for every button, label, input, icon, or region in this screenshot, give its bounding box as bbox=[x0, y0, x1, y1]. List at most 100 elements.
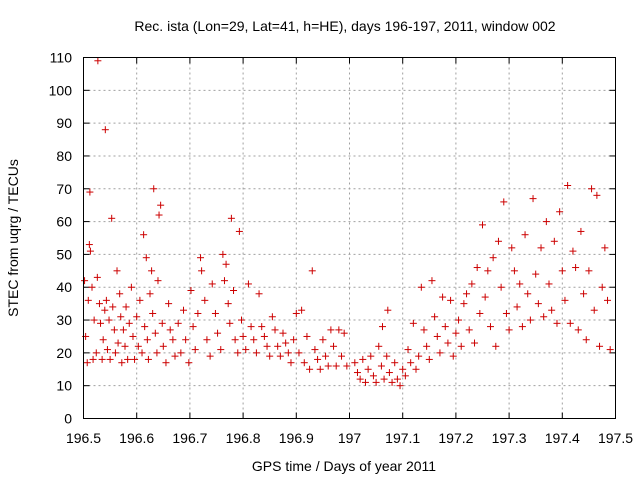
data-point bbox=[88, 283, 96, 291]
data-point bbox=[494, 237, 502, 245]
data-point bbox=[396, 382, 404, 390]
data-point bbox=[343, 362, 351, 370]
data-point bbox=[118, 359, 126, 367]
data-point bbox=[596, 342, 604, 350]
data-point bbox=[155, 211, 163, 219]
data-point bbox=[524, 290, 532, 298]
data-point bbox=[340, 329, 348, 337]
data-point bbox=[513, 303, 521, 311]
x-tick-labels: 196.5 196.6 196.7 196.8 196.9 197 197.1 197.2 19… bbox=[66, 430, 633, 446]
data-point bbox=[356, 375, 364, 383]
data-point bbox=[220, 277, 228, 285]
data-point bbox=[217, 346, 225, 354]
data-point bbox=[187, 287, 195, 295]
data-point bbox=[447, 296, 455, 304]
data-point bbox=[234, 349, 242, 357]
data-point bbox=[505, 326, 513, 334]
data-point bbox=[165, 300, 173, 308]
data-point bbox=[332, 362, 340, 370]
x-tick-label: 197.4 bbox=[545, 430, 580, 446]
data-point bbox=[81, 277, 89, 285]
data-point bbox=[279, 329, 287, 337]
data-point bbox=[98, 355, 106, 363]
data-point bbox=[134, 342, 142, 350]
data-point bbox=[84, 296, 92, 304]
data-point bbox=[219, 250, 227, 258]
plot-frame bbox=[83, 57, 616, 419]
data-point bbox=[604, 296, 612, 304]
data-point bbox=[191, 346, 199, 354]
x-tick-label: 197.3 bbox=[492, 430, 527, 446]
data-point bbox=[479, 221, 486, 229]
data-point bbox=[86, 247, 94, 255]
x-tick-label: 197 bbox=[338, 430, 362, 446]
data-point bbox=[518, 323, 526, 331]
data-point bbox=[500, 198, 508, 206]
x-tick-label: 196.7 bbox=[172, 430, 207, 446]
x-tick-label: 196.6 bbox=[119, 430, 154, 446]
x-tick-label: 197.1 bbox=[385, 430, 420, 446]
data-point bbox=[375, 342, 383, 350]
data-point bbox=[306, 365, 314, 373]
data-point bbox=[287, 359, 295, 367]
data-point bbox=[574, 326, 582, 334]
data-point bbox=[166, 326, 174, 334]
data-point bbox=[409, 319, 417, 327]
data-point bbox=[238, 316, 246, 324]
data-point bbox=[290, 336, 298, 344]
data-point bbox=[473, 264, 481, 272]
data-point bbox=[263, 342, 271, 350]
data-point bbox=[364, 365, 372, 373]
data-point bbox=[457, 342, 465, 350]
x-tick-label: 196.9 bbox=[279, 430, 314, 446]
data-point bbox=[99, 336, 107, 344]
data-point bbox=[484, 267, 492, 275]
data-point bbox=[582, 336, 590, 344]
data-point bbox=[271, 326, 279, 334]
data-point bbox=[404, 346, 412, 354]
data-point bbox=[465, 326, 473, 334]
data-point bbox=[463, 290, 471, 298]
data-point bbox=[177, 349, 185, 357]
data-point bbox=[598, 283, 606, 291]
data-point bbox=[372, 378, 380, 386]
data-point bbox=[153, 349, 161, 357]
data-point bbox=[206, 352, 214, 360]
data-point bbox=[606, 346, 614, 354]
data-point bbox=[433, 332, 441, 340]
data-point bbox=[203, 336, 211, 344]
data-point bbox=[252, 349, 260, 357]
data-point bbox=[140, 231, 148, 239]
x-tick-label: 196.8 bbox=[226, 430, 261, 446]
data-point bbox=[148, 267, 156, 275]
data-point bbox=[510, 267, 518, 275]
data-point bbox=[102, 296, 110, 304]
data-point bbox=[292, 309, 300, 317]
data-point bbox=[136, 296, 144, 304]
data-point bbox=[89, 355, 97, 363]
data-point bbox=[226, 319, 234, 327]
data-point bbox=[585, 267, 593, 275]
y-tick-labels: 0 10 20 30 40 50 60 70 80 90 100 110 bbox=[49, 50, 73, 427]
data-point bbox=[420, 326, 428, 334]
data-point bbox=[393, 375, 401, 383]
data-point bbox=[119, 326, 127, 334]
data-point bbox=[239, 332, 247, 340]
data-point bbox=[110, 326, 118, 334]
data-point bbox=[142, 254, 150, 262]
data-point bbox=[316, 365, 324, 373]
data-point bbox=[417, 283, 425, 291]
data-point bbox=[542, 218, 550, 226]
data-point bbox=[489, 254, 497, 262]
data-point bbox=[255, 290, 263, 298]
data-point bbox=[385, 369, 393, 377]
data-point bbox=[476, 309, 484, 317]
y-tick-label: 20 bbox=[56, 345, 72, 361]
data-point bbox=[460, 300, 468, 308]
data-point bbox=[423, 342, 431, 350]
data-point bbox=[369, 372, 377, 380]
data-point bbox=[449, 352, 457, 360]
data-point bbox=[388, 378, 396, 386]
data-point bbox=[284, 349, 292, 357]
data-point bbox=[566, 319, 574, 327]
